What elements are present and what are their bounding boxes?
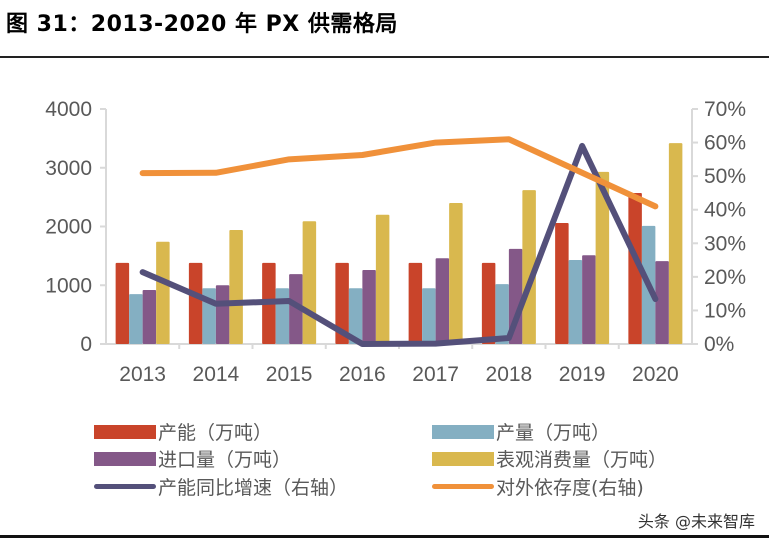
legend-item-production: 产量（万吨） bbox=[432, 418, 610, 445]
legend-label: 产量（万吨） bbox=[496, 422, 611, 444]
legend-label: 表观消费量（万吨） bbox=[496, 449, 668, 471]
legend-label: 产能（万吨） bbox=[158, 422, 273, 444]
right-tick-label: 0% bbox=[704, 333, 734, 356]
right-tick-label: 30% bbox=[704, 232, 746, 255]
bar-2013-series-1 bbox=[129, 294, 143, 344]
x-tick-label: 2014 bbox=[193, 363, 240, 386]
bar-2018-series-1 bbox=[495, 284, 509, 344]
right-tick-label: 50% bbox=[704, 165, 746, 188]
right-tick-label: 70% bbox=[704, 98, 746, 121]
legend-item-imports: 进口量（万吨） bbox=[94, 445, 291, 472]
bar-2017-series-1 bbox=[422, 288, 436, 344]
legend-line bbox=[94, 484, 156, 489]
right-tick-label: 10% bbox=[704, 299, 746, 322]
x-tick-label: 2017 bbox=[412, 363, 459, 386]
bar-2013-series-0 bbox=[115, 262, 130, 344]
right-tick-label: 20% bbox=[704, 266, 746, 289]
left-tick-label: 3000 bbox=[45, 157, 92, 180]
line-series-0 bbox=[139, 142, 659, 347]
bar-2017-series-2 bbox=[435, 258, 450, 344]
legend-swatch bbox=[94, 424, 156, 439]
bar-2019-series-3 bbox=[595, 171, 610, 344]
bar-2016-series-1 bbox=[348, 288, 363, 344]
bar-2017-series-0 bbox=[408, 262, 423, 344]
bar-2015-series-3 bbox=[302, 221, 317, 344]
bar-2016-series-2 bbox=[362, 269, 376, 344]
bar-2017-series-3 bbox=[449, 203, 463, 344]
bar-2019-series-0 bbox=[555, 222, 569, 344]
bar-2018-series-0 bbox=[481, 262, 496, 344]
legend-label: 产能同比增速（右轴） bbox=[158, 477, 349, 499]
legend-item-capacity: 产能（万吨） bbox=[94, 418, 272, 445]
bar-2013-series-3 bbox=[156, 241, 170, 344]
bar-2019-series-2 bbox=[582, 255, 596, 344]
legend-item-consumption: 表观消费量（万吨） bbox=[432, 445, 667, 472]
bar-2016-series-0 bbox=[335, 262, 349, 344]
legend-label: 进口量（万吨） bbox=[158, 449, 292, 471]
bottom-rule bbox=[0, 535, 769, 538]
x-tick-label: 2016 bbox=[339, 363, 386, 386]
right-tick-label: 40% bbox=[704, 199, 746, 222]
bar-2019-series-1 bbox=[568, 259, 583, 344]
left-tick-label: 2000 bbox=[45, 216, 92, 239]
chart-title: 图 31：2013-2020 年 PX 供需格局 bbox=[6, 12, 398, 37]
bar-2016-series-3 bbox=[375, 214, 390, 344]
bar-2015-series-1 bbox=[275, 288, 290, 344]
x-tick-label: 2013 bbox=[119, 363, 166, 386]
bar-2013-series-2 bbox=[142, 289, 157, 344]
bar-2014-series-0 bbox=[188, 262, 203, 344]
bar-2014-series-2 bbox=[215, 285, 230, 344]
bar-2015-series-2 bbox=[289, 274, 303, 344]
watermark: 头条 @未来智库 bbox=[637, 512, 755, 531]
right-tick-label: 60% bbox=[704, 132, 746, 155]
legend-swatch bbox=[432, 424, 494, 439]
bar-2020-series-0 bbox=[628, 193, 642, 344]
left-tick-label: 0 bbox=[80, 333, 92, 356]
bar-2018-series-3 bbox=[522, 190, 536, 344]
legend-item-import-dependency: 对外依存度(右轴) bbox=[432, 473, 644, 500]
top-rule bbox=[0, 56, 769, 58]
bar-2020-series-2 bbox=[655, 261, 669, 344]
legend-swatch bbox=[432, 451, 494, 466]
legend-line bbox=[432, 484, 494, 489]
bar-2020-series-3 bbox=[668, 143, 683, 344]
bar-2018-series-2 bbox=[508, 248, 523, 344]
left-tick-label: 1000 bbox=[45, 274, 92, 297]
legend-item-capacity-growth: 产能同比增速（右轴） bbox=[94, 473, 348, 500]
x-tick-label: 2020 bbox=[632, 363, 679, 386]
legend-label: 对外依存度(右轴) bbox=[496, 477, 644, 499]
line-series-1 bbox=[139, 136, 659, 210]
x-tick-label: 2018 bbox=[486, 363, 533, 386]
bar-2014-series-3 bbox=[229, 230, 243, 344]
left-tick-label: 4000 bbox=[45, 98, 92, 121]
x-tick-label: 2015 bbox=[266, 363, 313, 386]
legend-swatch bbox=[94, 451, 156, 466]
x-tick-label: 2019 bbox=[559, 363, 606, 386]
